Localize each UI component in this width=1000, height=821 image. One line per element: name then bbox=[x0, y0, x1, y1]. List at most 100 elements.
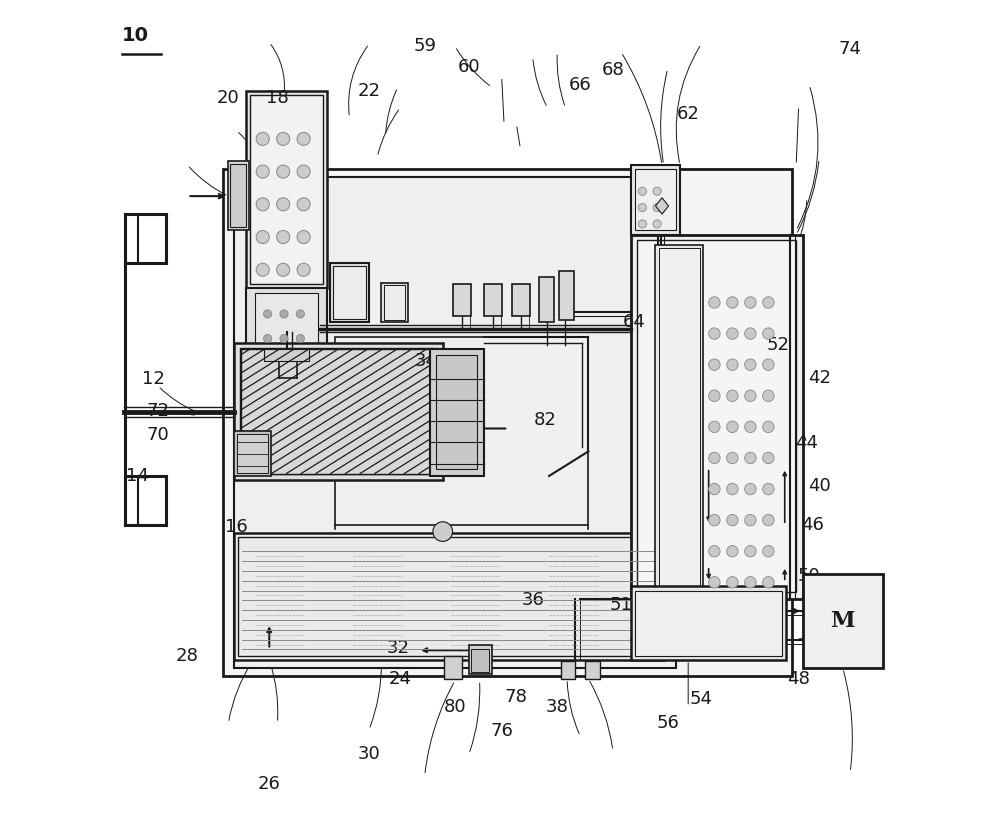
Text: 36: 36 bbox=[521, 591, 544, 609]
Circle shape bbox=[709, 515, 720, 526]
Bar bbox=[635, 590, 782, 656]
Text: 22: 22 bbox=[358, 82, 381, 100]
Text: 74: 74 bbox=[839, 40, 862, 57]
Circle shape bbox=[638, 220, 646, 228]
Circle shape bbox=[638, 187, 646, 195]
Circle shape bbox=[763, 515, 774, 526]
Bar bbox=[631, 235, 803, 599]
Circle shape bbox=[277, 132, 290, 145]
Circle shape bbox=[745, 545, 756, 557]
Circle shape bbox=[727, 359, 738, 370]
Circle shape bbox=[256, 198, 269, 211]
Circle shape bbox=[745, 484, 756, 495]
Text: 52: 52 bbox=[767, 336, 790, 354]
Circle shape bbox=[256, 231, 269, 244]
Text: 14: 14 bbox=[126, 467, 149, 485]
Bar bbox=[333, 267, 366, 319]
Circle shape bbox=[638, 204, 646, 212]
Text: 70: 70 bbox=[147, 426, 169, 444]
Text: 62: 62 bbox=[677, 105, 700, 123]
Text: 51: 51 bbox=[610, 596, 633, 614]
Circle shape bbox=[763, 545, 774, 557]
Text: 38: 38 bbox=[546, 698, 569, 716]
Bar bbox=[234, 533, 664, 660]
Text: 60: 60 bbox=[458, 57, 480, 76]
Bar bbox=[453, 284, 471, 316]
Circle shape bbox=[727, 515, 738, 526]
Bar bbox=[512, 284, 530, 316]
Bar bbox=[471, 649, 489, 672]
Circle shape bbox=[280, 310, 288, 318]
Text: 78: 78 bbox=[505, 688, 528, 706]
Circle shape bbox=[727, 421, 738, 433]
Bar bbox=[635, 169, 676, 231]
Text: 48: 48 bbox=[787, 670, 810, 688]
Circle shape bbox=[277, 264, 290, 277]
Circle shape bbox=[277, 165, 290, 178]
Text: 46: 46 bbox=[801, 516, 824, 534]
Circle shape bbox=[709, 452, 720, 464]
Bar bbox=[250, 94, 323, 285]
Circle shape bbox=[745, 359, 756, 370]
Circle shape bbox=[763, 296, 774, 308]
Circle shape bbox=[297, 132, 310, 145]
Text: 12: 12 bbox=[142, 370, 165, 388]
Bar bbox=[228, 161, 249, 231]
Text: 44: 44 bbox=[795, 434, 818, 452]
Bar bbox=[659, 249, 700, 585]
Circle shape bbox=[763, 359, 774, 370]
Circle shape bbox=[264, 310, 272, 318]
Text: 59: 59 bbox=[413, 37, 436, 54]
Bar bbox=[561, 661, 575, 679]
Text: 16: 16 bbox=[225, 518, 248, 535]
Text: 58: 58 bbox=[430, 441, 453, 459]
Circle shape bbox=[763, 328, 774, 339]
Text: 54: 54 bbox=[690, 690, 713, 708]
Circle shape bbox=[277, 198, 290, 211]
Text: 82: 82 bbox=[534, 411, 556, 429]
Bar bbox=[246, 288, 327, 355]
Circle shape bbox=[709, 576, 720, 588]
Circle shape bbox=[727, 328, 738, 339]
Circle shape bbox=[763, 576, 774, 588]
Bar bbox=[631, 165, 680, 235]
Circle shape bbox=[297, 264, 310, 277]
Circle shape bbox=[763, 452, 774, 464]
Bar bbox=[430, 349, 484, 476]
Text: 18: 18 bbox=[266, 89, 289, 107]
Circle shape bbox=[727, 296, 738, 308]
Bar bbox=[469, 645, 492, 674]
Circle shape bbox=[709, 545, 720, 557]
Text: 72: 72 bbox=[146, 401, 169, 420]
Text: 28: 28 bbox=[176, 647, 199, 665]
Text: 42: 42 bbox=[808, 369, 831, 387]
Bar bbox=[246, 91, 327, 288]
Text: 56: 56 bbox=[656, 714, 679, 732]
Circle shape bbox=[277, 231, 290, 244]
Circle shape bbox=[653, 187, 661, 195]
Circle shape bbox=[653, 220, 661, 228]
Circle shape bbox=[256, 264, 269, 277]
Bar bbox=[803, 574, 883, 668]
Text: 80: 80 bbox=[444, 698, 466, 716]
Text: 76: 76 bbox=[490, 722, 513, 741]
Circle shape bbox=[763, 390, 774, 401]
Circle shape bbox=[745, 328, 756, 339]
Bar bbox=[539, 277, 554, 322]
Text: 50: 50 bbox=[798, 566, 821, 585]
Circle shape bbox=[745, 296, 756, 308]
Text: 68: 68 bbox=[602, 61, 624, 79]
Text: M: M bbox=[831, 610, 855, 632]
Circle shape bbox=[709, 359, 720, 370]
Text: 10: 10 bbox=[122, 26, 149, 45]
Bar bbox=[637, 241, 796, 592]
Circle shape bbox=[745, 515, 756, 526]
Circle shape bbox=[296, 334, 304, 342]
Circle shape bbox=[745, 452, 756, 464]
Bar bbox=[234, 342, 443, 480]
Text: 66: 66 bbox=[569, 76, 592, 94]
Bar bbox=[559, 272, 574, 320]
Circle shape bbox=[296, 310, 304, 318]
Circle shape bbox=[709, 484, 720, 495]
Circle shape bbox=[763, 484, 774, 495]
